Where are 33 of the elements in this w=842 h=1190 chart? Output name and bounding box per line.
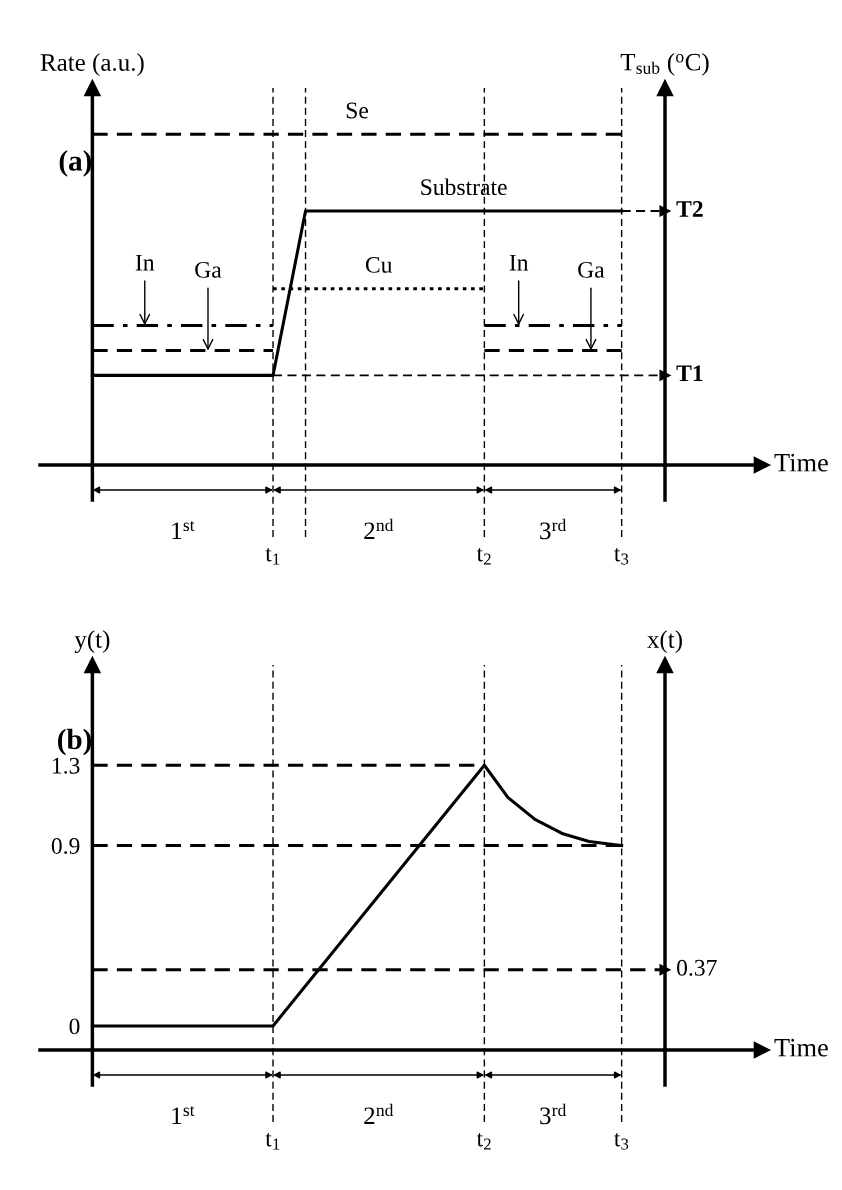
text: 3$^{rd}$	[540, 1103, 567, 1125]
text: 1$^{st}$	[172, 1106, 195, 1124]
series-label: T2	[676, 201, 703, 217]
series-label: Se	[346, 102, 368, 119]
y-tick-label: 0.9	[51, 837, 80, 854]
y-tick-label: 1.3	[52, 757, 80, 774]
y2-axis-title: T$_{sub}$ ($^{o}$C)	[620, 53, 709, 76]
x-tick-label: t$_{3}$	[614, 1132, 629, 1150]
text: 2$^{nd}$	[364, 1103, 394, 1124]
chart-title: (a)	[59, 150, 92, 177]
x-tick-label: t$_{2}$	[476, 1132, 491, 1150]
text: 3$^{rd}$	[540, 518, 567, 540]
text: (b)	[58, 728, 92, 756]
x-tick-label: t$_{1}$	[265, 1132, 280, 1150]
annotation: In	[135, 254, 155, 271]
x-axis-title: Time	[774, 1038, 828, 1057]
x-tick-label: t$_{2}$	[476, 547, 491, 565]
annotation: Ga	[195, 261, 222, 278]
text: 1$^{st}$	[172, 521, 195, 539]
y-axis-title: Rate (a.u.)	[40, 53, 144, 76]
series-label: Cu	[365, 256, 393, 273]
y-axis-title: y(t)	[74, 630, 110, 653]
series-label: Substrate	[421, 178, 507, 196]
y-tick-label: 0	[69, 1018, 80, 1035]
annotation: In	[509, 254, 529, 271]
series-label: T1	[676, 365, 703, 382]
text: 2$^{nd}$	[364, 518, 394, 539]
x-tick-label: t$_{3}$	[614, 547, 629, 565]
x-axis-title: Time	[774, 453, 828, 472]
series-label: 0.37	[677, 959, 717, 976]
x-tick-label: t$_{1}$	[265, 547, 280, 565]
y2-axis-title: x(t)	[647, 630, 682, 653]
annotation: Ga	[578, 261, 605, 278]
